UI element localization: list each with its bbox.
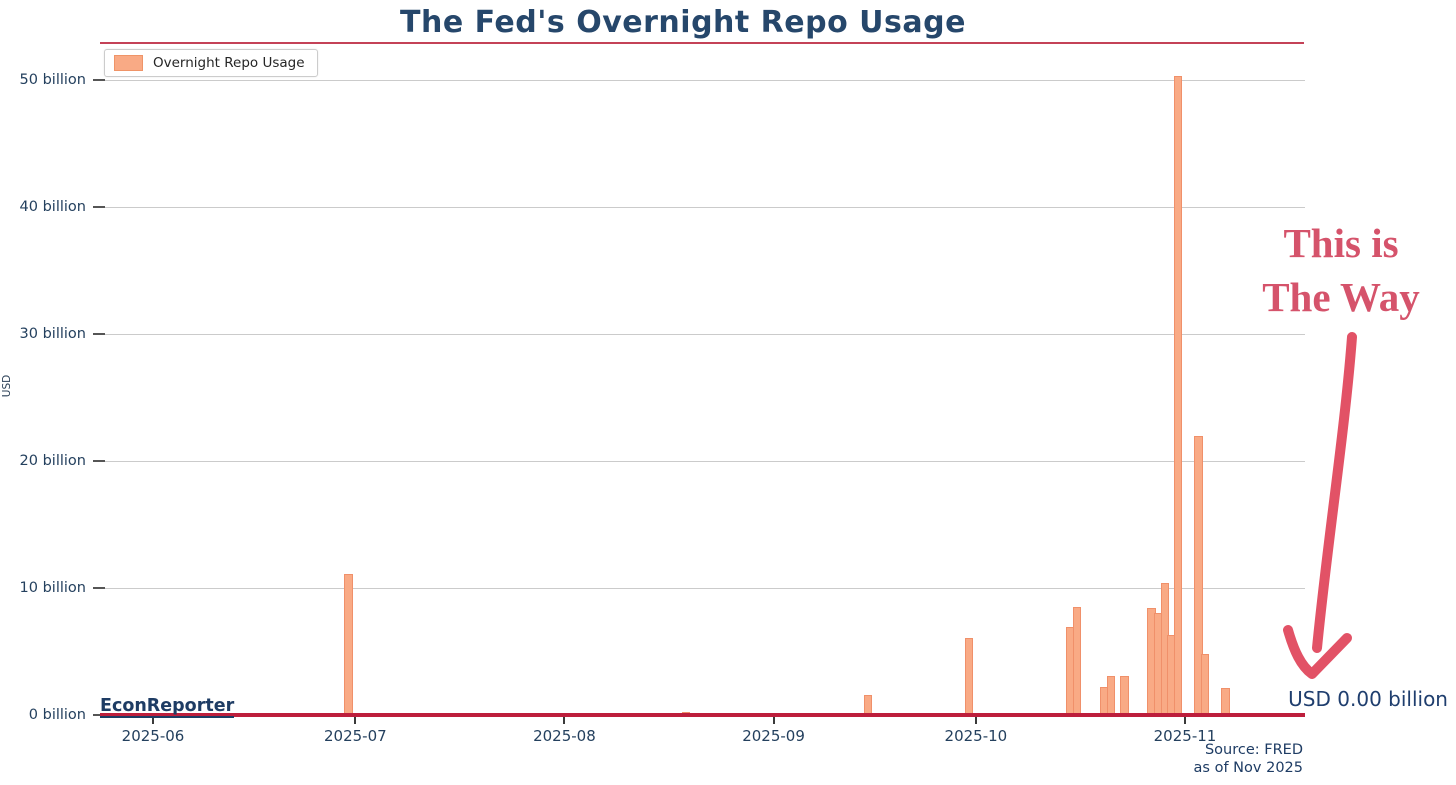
legend-swatch-icon xyxy=(114,55,143,71)
bar xyxy=(1106,675,1116,716)
gridline xyxy=(100,334,1305,335)
chart-title: The Fed's Overnight Repo Usage xyxy=(400,5,966,40)
annotation-line2: The Way xyxy=(1262,274,1420,320)
x-tick-mark xyxy=(772,717,775,724)
y-tick-mark xyxy=(93,206,105,208)
title-underline xyxy=(100,42,1304,44)
y-tick-label: 10 billion xyxy=(19,580,86,596)
x-tick-label: 2025-10 xyxy=(944,727,1008,745)
bar xyxy=(1072,607,1082,716)
gridline xyxy=(100,588,1305,589)
bar xyxy=(344,574,353,716)
y-tick-label: 20 billion xyxy=(19,453,86,469)
y-tick-mark xyxy=(93,333,105,335)
bar xyxy=(1221,688,1230,716)
y-tick-mark xyxy=(93,460,105,462)
watermark: EconReporter xyxy=(100,696,235,718)
x-tick-label: 2025-11 xyxy=(1153,727,1217,745)
bar xyxy=(1173,75,1183,716)
bar xyxy=(1200,654,1210,716)
x-tick-label: 2025-06 xyxy=(121,727,185,745)
bar xyxy=(1120,675,1129,716)
x-tick-label: 2025-09 xyxy=(742,727,805,745)
annotation-text: This is The Way xyxy=(1232,216,1450,324)
gridline xyxy=(100,207,1305,208)
y-tick-mark xyxy=(93,79,105,81)
x-tick-mark xyxy=(152,717,154,724)
annotation-line1: This is xyxy=(1283,220,1399,266)
legend-label: Overnight Repo Usage xyxy=(153,55,305,71)
source-line1: Source: FRED xyxy=(1204,742,1303,758)
y-tick-mark xyxy=(93,714,105,716)
x-tick-mark xyxy=(354,717,357,724)
legend: Overnight Repo Usage xyxy=(104,49,318,77)
y-tick-mark xyxy=(93,587,105,589)
x-tick-label: 2025-07 xyxy=(324,727,387,745)
source-note: Source: FRED as of Nov 2025 xyxy=(1000,742,1303,777)
bar xyxy=(964,637,974,716)
x-tick-mark xyxy=(974,717,977,724)
y-tick-label: 0 billion xyxy=(28,707,86,723)
y-tick-label: 40 billion xyxy=(19,199,86,215)
x-tick-label: 2025-08 xyxy=(533,727,596,745)
y-axis-title: USD xyxy=(1,374,13,398)
y-tick-label: 50 billion xyxy=(19,72,86,88)
x-tick-mark xyxy=(1183,717,1186,724)
x-tick-mark xyxy=(563,717,566,724)
y-tick-label: 30 billion xyxy=(19,326,86,342)
zero-baseline xyxy=(100,713,1305,717)
value-callout: USD 0.00 billion xyxy=(1288,687,1448,711)
gridline xyxy=(100,461,1305,462)
source-line2: as of Nov 2025 xyxy=(1193,759,1303,776)
gridline xyxy=(100,80,1305,81)
